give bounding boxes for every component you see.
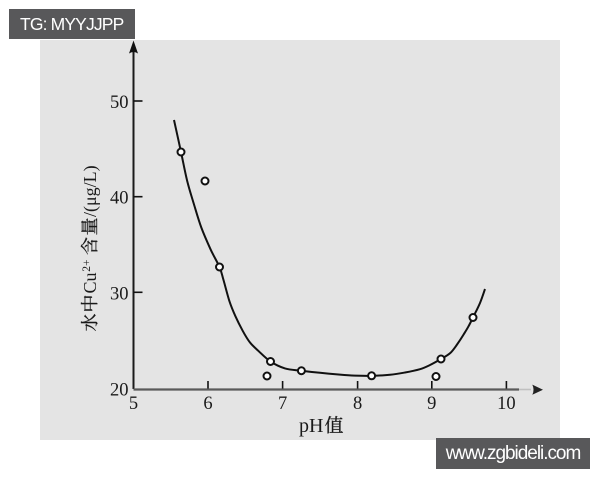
svg-text:Cu: Cu (80, 272, 100, 293)
svg-text:/(μg/L): /(μg/L) (80, 165, 101, 217)
svg-text:7: 7 (278, 394, 287, 414)
svg-text:50: 50 (110, 93, 129, 113)
svg-text:8: 8 (353, 394, 362, 414)
svg-text:2+: 2+ (81, 259, 93, 271)
svg-text:10: 10 (497, 394, 516, 414)
svg-text:9: 9 (427, 394, 436, 414)
svg-text:20: 20 (110, 381, 129, 401)
svg-text:40: 40 (110, 189, 129, 209)
svg-text:pH: pH (299, 415, 323, 437)
svg-text:6: 6 (203, 394, 212, 414)
svg-text:5: 5 (129, 394, 138, 414)
svg-text:30: 30 (110, 284, 129, 304)
